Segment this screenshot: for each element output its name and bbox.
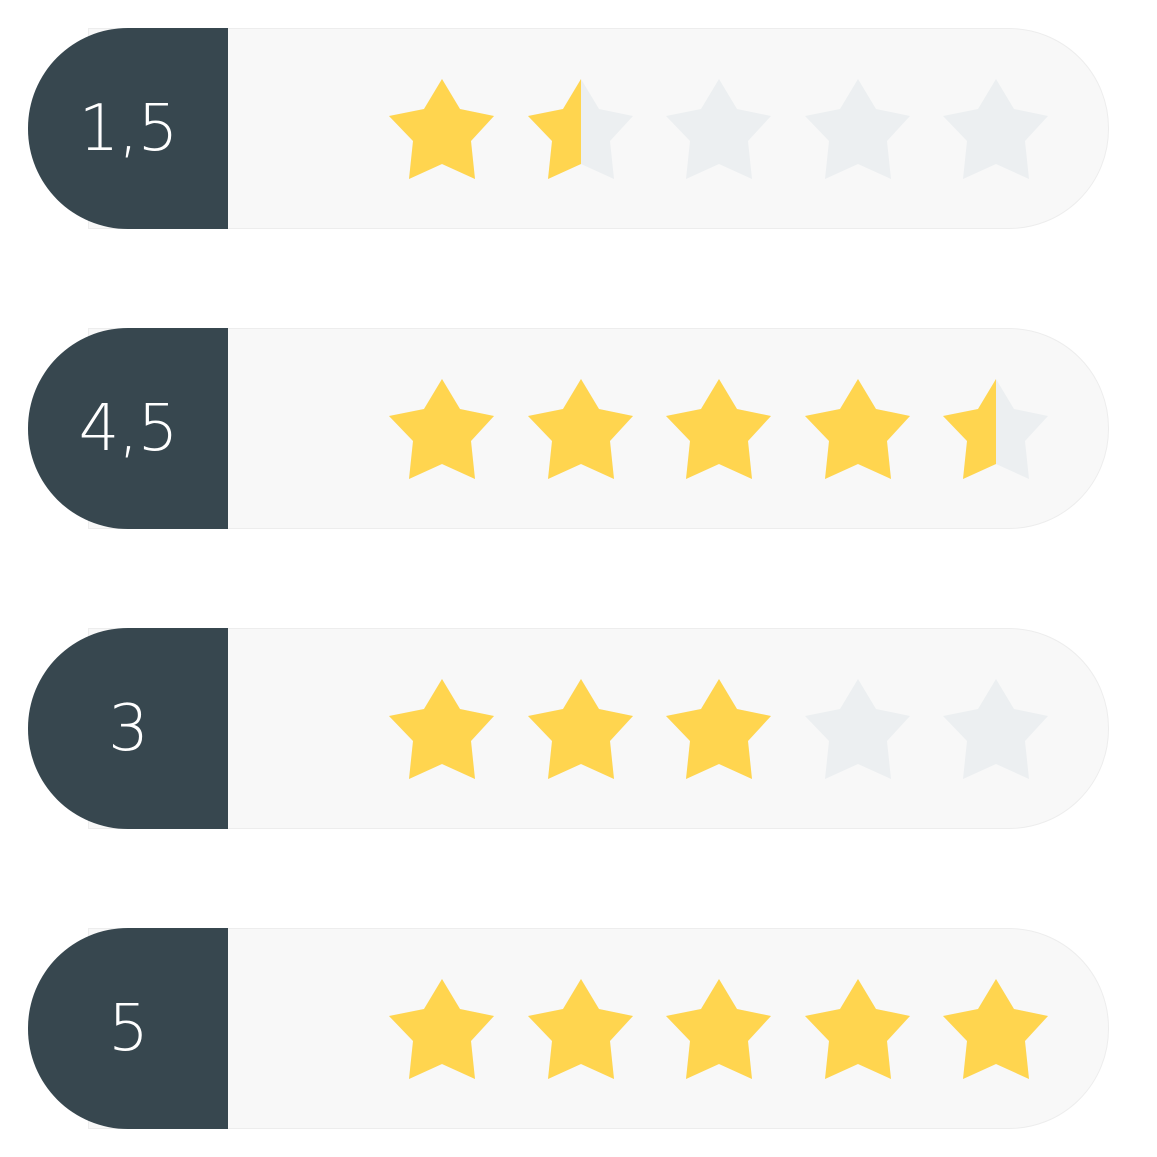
rating-row: 3 xyxy=(28,628,1109,829)
star-rating xyxy=(389,979,1049,1079)
rating-track xyxy=(88,28,1109,229)
star-rating xyxy=(389,79,1049,179)
rating-track xyxy=(88,928,1109,1129)
star-icon xyxy=(943,679,1048,779)
star-icon xyxy=(389,679,494,779)
star-icon xyxy=(389,979,494,1079)
rating-value-badge: 4,5 xyxy=(28,328,228,529)
star-icon xyxy=(666,979,771,1079)
rating-track xyxy=(88,628,1109,829)
star-icon xyxy=(943,979,1048,1079)
rating-row: 5 xyxy=(28,928,1109,1129)
rating-value-badge: 3 xyxy=(28,628,228,829)
star-icon xyxy=(666,379,771,479)
star-icon xyxy=(804,679,910,779)
star-rating xyxy=(389,679,1049,779)
star-icon xyxy=(804,79,910,179)
star-rating xyxy=(389,379,1049,479)
star-icon xyxy=(804,379,910,479)
star-icon xyxy=(527,379,633,479)
star-icon xyxy=(943,379,1048,479)
rating-row: 4,5 xyxy=(28,328,1109,529)
star-icon xyxy=(527,79,633,179)
star-icon xyxy=(389,79,494,179)
star-icon xyxy=(804,979,910,1079)
rating-value-badge: 5 xyxy=(28,928,228,1129)
star-icon xyxy=(943,79,1048,179)
rating-value-badge: 1,5 xyxy=(28,28,228,229)
star-icon xyxy=(527,679,633,779)
star-icon xyxy=(666,79,771,179)
star-icon xyxy=(389,379,494,479)
star-icon xyxy=(666,679,771,779)
rating-row: 1,5 xyxy=(28,28,1109,229)
rating-track xyxy=(88,328,1109,529)
star-icon xyxy=(527,979,633,1079)
